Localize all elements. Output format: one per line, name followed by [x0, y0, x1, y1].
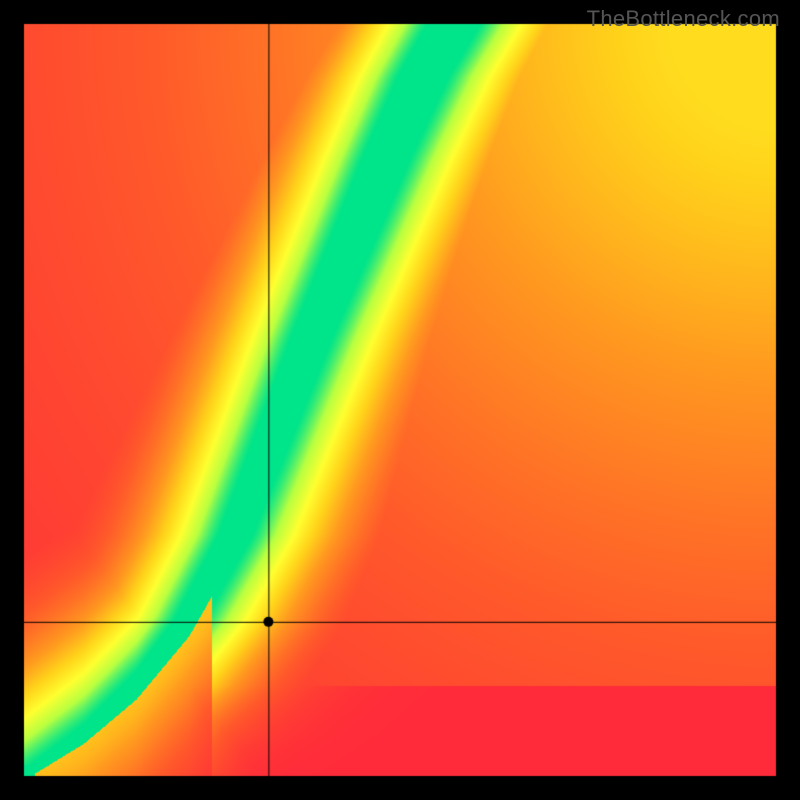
watermark-text: TheBottleneck.com [587, 6, 780, 32]
chart-container: { "watermark": "TheBottleneck.com", "cha… [0, 0, 800, 800]
bottleneck-heatmap [0, 0, 800, 800]
